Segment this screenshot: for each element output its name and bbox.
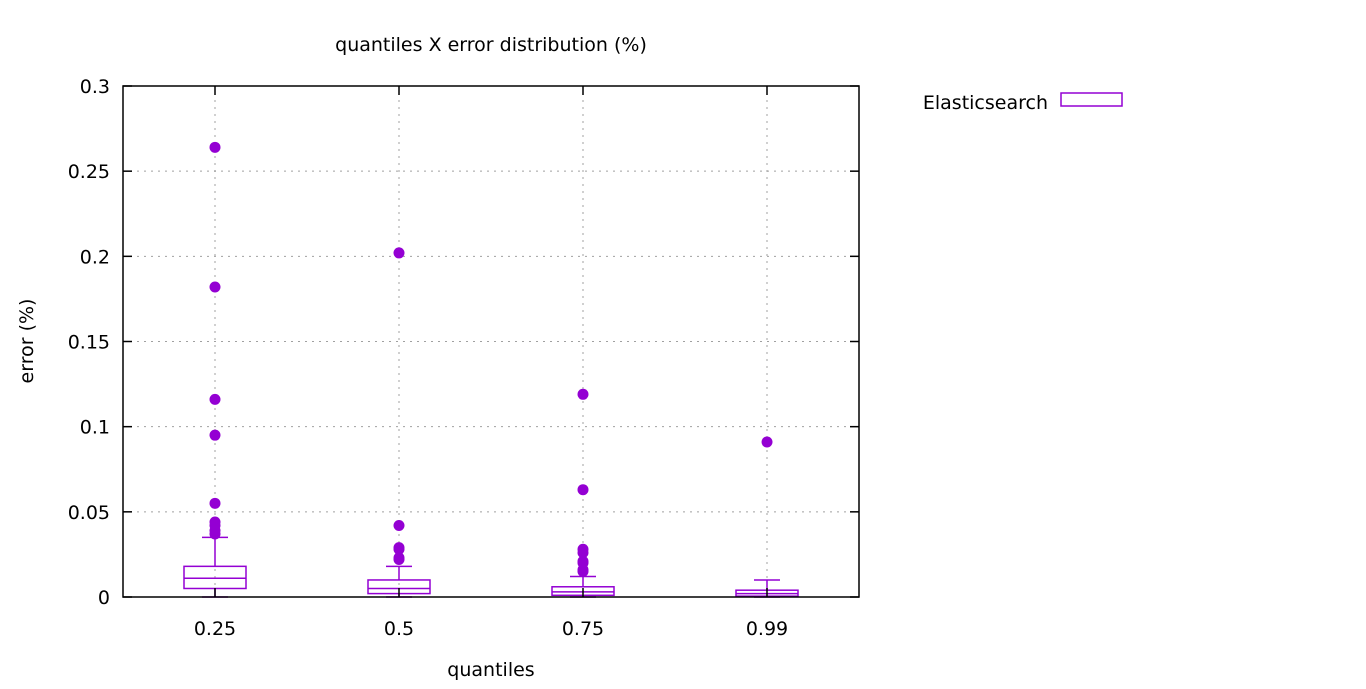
outlier-point [393, 542, 405, 554]
box-series [183, 141, 799, 598]
box-0.99 [735, 436, 799, 598]
outlier-point [209, 497, 221, 509]
axes: 0 0.05 0.1 0.15 0.2 0.25 0.3 0.25 0.5 0.75 0.99 [68, 76, 859, 640]
legend: Elasticsearch [923, 92, 1123, 114]
outlier-point [761, 436, 773, 448]
legend-label: Elasticsearch [923, 92, 1048, 114]
outlier-point [577, 543, 589, 555]
box-0.75 [551, 388, 615, 598]
y-tick-label: 0.15 [68, 332, 110, 354]
y-tick-label: 0.3 [80, 76, 110, 98]
outlier-point [209, 141, 221, 153]
box-0.25 [183, 141, 247, 598]
outlier-point [209, 516, 221, 528]
x-tick-label: 0.75 [562, 618, 604, 640]
x-axis-title: quantiles [447, 659, 534, 681]
outlier-point [209, 281, 221, 293]
x-tick-label: 0.99 [746, 618, 788, 640]
y-tick-label: 0.25 [68, 161, 110, 183]
x-tick-label: 0.5 [384, 618, 414, 640]
plot-frame [122, 85, 860, 598]
outlier-point [577, 388, 589, 400]
outlier-point [577, 484, 589, 496]
outlier-point [577, 555, 589, 567]
legend-swatch [1060, 92, 1123, 107]
y-axis-title: error (%) [16, 299, 38, 384]
y-tick-label: 0.05 [68, 502, 110, 524]
outlier-point [393, 247, 405, 259]
x-tick-label: 0.25 [194, 618, 236, 640]
chart-title: quantiles X error distribution (%) [335, 34, 647, 56]
y-tick-label: 0.2 [80, 246, 110, 268]
outlier-point [209, 393, 221, 405]
box-0.5 [367, 247, 431, 598]
outlier-point [393, 552, 405, 564]
grid-lines [123, 86, 859, 597]
y-tick-label: 0.1 [80, 417, 110, 439]
outlier-point [209, 429, 221, 441]
y-tick-label: 0 [98, 587, 110, 609]
outlier-point [393, 519, 405, 531]
